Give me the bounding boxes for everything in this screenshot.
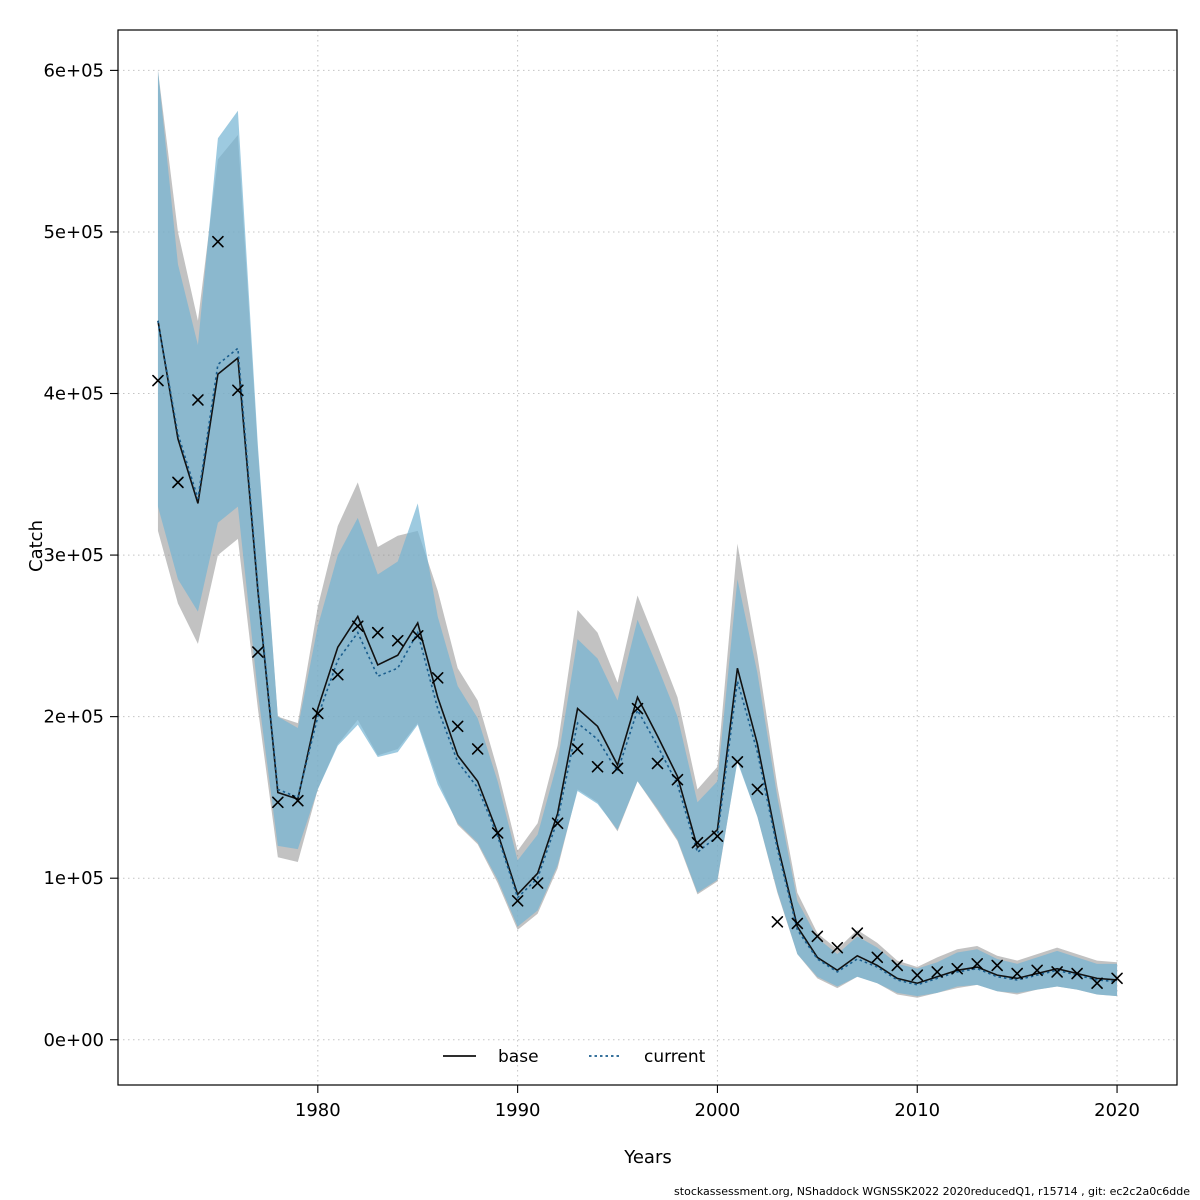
obs-marker — [172, 476, 184, 489]
obs-marker — [1011, 967, 1023, 980]
obs-marker — [1051, 966, 1063, 978]
obs-marker — [371, 626, 384, 639]
obs-marker — [651, 757, 664, 770]
plot-border — [117, 29, 1178, 1086]
line-base — [157, 320, 1118, 985]
obs-marker — [911, 969, 924, 981]
obs-marker — [771, 916, 784, 928]
obs-marker — [451, 720, 464, 733]
y-tick-label: 2e+05 — [43, 707, 104, 728]
obs-marker — [411, 630, 424, 642]
line-current — [157, 320, 1118, 986]
obs-marker — [791, 917, 804, 930]
obs-marker — [471, 743, 484, 755]
obs-marker — [551, 817, 564, 830]
gridlines — [118, 30, 1177, 1085]
band-base — [157, 70, 1118, 998]
x-tick-label: 2000 — [695, 1100, 741, 1121]
obs-marker — [751, 783, 764, 796]
x-tick-label: 2020 — [1094, 1100, 1140, 1121]
obs-marker — [531, 877, 544, 889]
x-tick-label: 2010 — [894, 1100, 940, 1121]
obs-marker — [951, 962, 964, 975]
obs-marker — [152, 374, 164, 387]
confidence-bands — [157, 70, 1118, 998]
obs-marker — [391, 634, 404, 647]
obs-marker — [571, 743, 584, 755]
obs-marker — [1071, 967, 1083, 980]
obs-marker — [891, 959, 904, 972]
legend-current-label: current — [644, 1047, 706, 1067]
y-tick-label: 5e+05 — [43, 222, 104, 243]
obs-marker — [232, 384, 244, 397]
obs-marker — [1031, 964, 1043, 977]
obs-marker — [971, 958, 983, 970]
x-tick-label: 1980 — [295, 1100, 341, 1121]
band-current — [157, 70, 1118, 997]
obs-marker — [611, 762, 624, 775]
legend: base current — [443, 1047, 706, 1067]
y-tick-label: 1e+05 — [43, 868, 104, 889]
obs-marker — [351, 620, 364, 632]
obs-marker — [511, 895, 524, 907]
y-axis-title: Catch — [26, 520, 47, 572]
x-axis-title: Years — [623, 1147, 672, 1168]
footer-attribution: stockassessment.org, NShaddock WGNSSK202… — [674, 1185, 1190, 1198]
obs-marker — [491, 827, 504, 839]
series-lines — [157, 320, 1118, 986]
legend-base-label: base — [498, 1047, 539, 1067]
obs-marker — [731, 756, 744, 768]
obs-marker — [631, 702, 644, 715]
obs-marker — [312, 707, 324, 720]
obs-marker — [691, 836, 704, 849]
obs-marker — [431, 672, 444, 684]
y-tick-label: 6e+05 — [43, 60, 104, 81]
obs-marker — [212, 235, 224, 248]
y-tick-label: 3e+05 — [43, 545, 104, 566]
axis-tick-marks — [110, 69, 1118, 1093]
x-tick-label: 1990 — [495, 1100, 541, 1121]
obs-marker — [331, 668, 344, 681]
obs-marker — [851, 927, 864, 939]
obs-marker — [671, 773, 684, 786]
obs-marker — [591, 760, 604, 773]
obs-marker — [1091, 977, 1103, 990]
axis-tick-labels: 1980 1990 2000 2010 2020 0e+00 1e+05 2e+05 3e+05… — [43, 60, 1139, 1121]
obs-marker — [931, 966, 944, 978]
obs-marker — [252, 646, 264, 658]
obs-marker — [871, 951, 884, 964]
observation-markers — [152, 235, 1123, 990]
y-tick-label: 0e+00 — [43, 1030, 104, 1051]
y-tick-label: 4e+05 — [43, 384, 104, 405]
obs-marker — [192, 394, 204, 406]
obs-marker — [711, 830, 724, 842]
obs-marker — [991, 959, 1003, 972]
obs-marker — [831, 941, 844, 954]
obs-marker — [811, 930, 824, 943]
obs-marker — [1111, 972, 1123, 985]
obs-marker — [292, 794, 304, 807]
obs-marker — [272, 796, 284, 809]
